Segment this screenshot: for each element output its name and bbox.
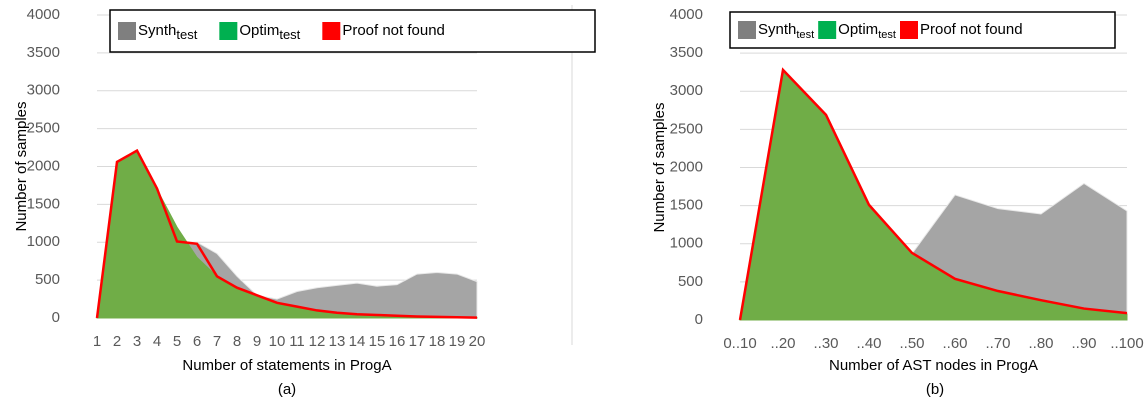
- x-tick-label: 11: [289, 333, 305, 350]
- legend-subscript: test: [279, 27, 300, 42]
- x-tick-label: 8: [233, 333, 241, 350]
- legend-label: Proof not found: [920, 21, 1023, 38]
- legend-label: Synthtest: [758, 21, 814, 41]
- legend-label: Optimtest: [838, 21, 896, 41]
- y-tick-label: 4000: [27, 6, 60, 23]
- legend-box: [109, 9, 596, 53]
- legend-label: Proof not found: [342, 22, 445, 39]
- x-tick-label: 0..10: [723, 335, 756, 352]
- x-tick-label: 2: [113, 333, 121, 350]
- legend-swatch: [118, 22, 136, 40]
- y-tick-label: 2000: [27, 157, 60, 174]
- y-tick-label: 0: [695, 311, 703, 328]
- legend-subscript: test: [796, 29, 814, 41]
- x-tick-label: ..80: [1028, 335, 1053, 352]
- y-tick-label: 3500: [670, 44, 703, 61]
- x-tick-label: 6: [193, 333, 201, 350]
- x-tick-label: 20: [469, 333, 486, 350]
- x-tick-label: 19: [449, 333, 466, 350]
- y-tick-label: 1000: [670, 235, 703, 252]
- y-tick-label: 4000: [670, 6, 703, 23]
- legend-subscript: test: [176, 27, 197, 42]
- caption: (a): [278, 381, 296, 398]
- x-tick-label: 7: [213, 333, 221, 350]
- y-tick-label: 2000: [670, 158, 703, 175]
- x-axis-label: Number of AST nodes in ProgA: [829, 357, 1038, 374]
- legend-name: Proof not found: [342, 22, 445, 39]
- legend: Synthtest Optimtest Proof not found: [738, 21, 1023, 41]
- y-tick-label: 500: [678, 273, 703, 290]
- x-tick-label: 15: [369, 333, 386, 350]
- y-axis-label: Number of samples: [13, 101, 30, 231]
- x-tick-label: ..20: [770, 335, 795, 352]
- x-tick-label: 10: [269, 333, 286, 350]
- line: [738, 67, 1128, 321]
- y-tick-label: 3500: [27, 44, 60, 61]
- x-tick-label: 12: [309, 333, 326, 350]
- x-tick-label: 4: [153, 333, 161, 350]
- y-tick-label: 2500: [670, 120, 703, 137]
- y-tick-label: 1500: [27, 195, 60, 212]
- legend-swatch: [322, 22, 341, 40]
- legend-box: [729, 11, 1116, 49]
- x-tick-label: 9: [253, 333, 261, 350]
- y-tick-label: 500: [35, 271, 60, 288]
- legend-name: Proof not found: [920, 21, 1023, 38]
- x-tick-label: 17: [409, 333, 426, 350]
- x-tick-label: 18: [429, 333, 446, 350]
- legend-subscript: test: [878, 29, 896, 41]
- x-tick-label: ..90: [1071, 335, 1096, 352]
- legend-swatch: [818, 21, 837, 39]
- legend: Synthtest Optimtest Proof not found: [118, 22, 445, 42]
- legend-swatch: [900, 21, 918, 39]
- y-axis-label: Number of samples: [651, 102, 668, 232]
- x-tick-label: 16: [389, 333, 406, 350]
- y-tick-label: 1000: [27, 233, 60, 250]
- y-tick-label: 0: [52, 309, 60, 326]
- x-tick-label: ..100: [1110, 335, 1143, 352]
- x-tick-label: 3: [133, 333, 141, 350]
- legend-swatch: [219, 22, 238, 40]
- x-tick-label: 13: [329, 333, 346, 350]
- legend-swatch: [738, 21, 756, 39]
- x-tick-label: 1: [93, 333, 101, 350]
- y-tick-label: 2500: [27, 120, 60, 137]
- x-tick-label: ..30: [813, 335, 838, 352]
- legend-name: Synth: [138, 22, 176, 39]
- x-tick-label: 14: [349, 333, 366, 350]
- legend-label: Optimtest: [239, 22, 300, 42]
- legend-label: Synthtest: [138, 22, 198, 42]
- x-tick-label: ..60: [942, 335, 967, 352]
- legend-name: Synth: [758, 21, 796, 38]
- y-tick-label: 3000: [670, 82, 703, 99]
- legend-name: Optim: [239, 22, 279, 39]
- x-axis-label: Number of statements in ProgA: [182, 357, 391, 374]
- legend-name: Optim: [838, 21, 878, 38]
- y-tick-label: 3000: [27, 82, 60, 99]
- x-tick-label: ..70: [985, 335, 1010, 352]
- x-tick-label: 5: [173, 333, 181, 350]
- line: [95, 148, 478, 319]
- caption: (b): [926, 381, 944, 398]
- x-tick-label: ..50: [899, 335, 924, 352]
- y-tick-label: 1500: [670, 197, 703, 214]
- x-tick-label: ..40: [856, 335, 881, 352]
